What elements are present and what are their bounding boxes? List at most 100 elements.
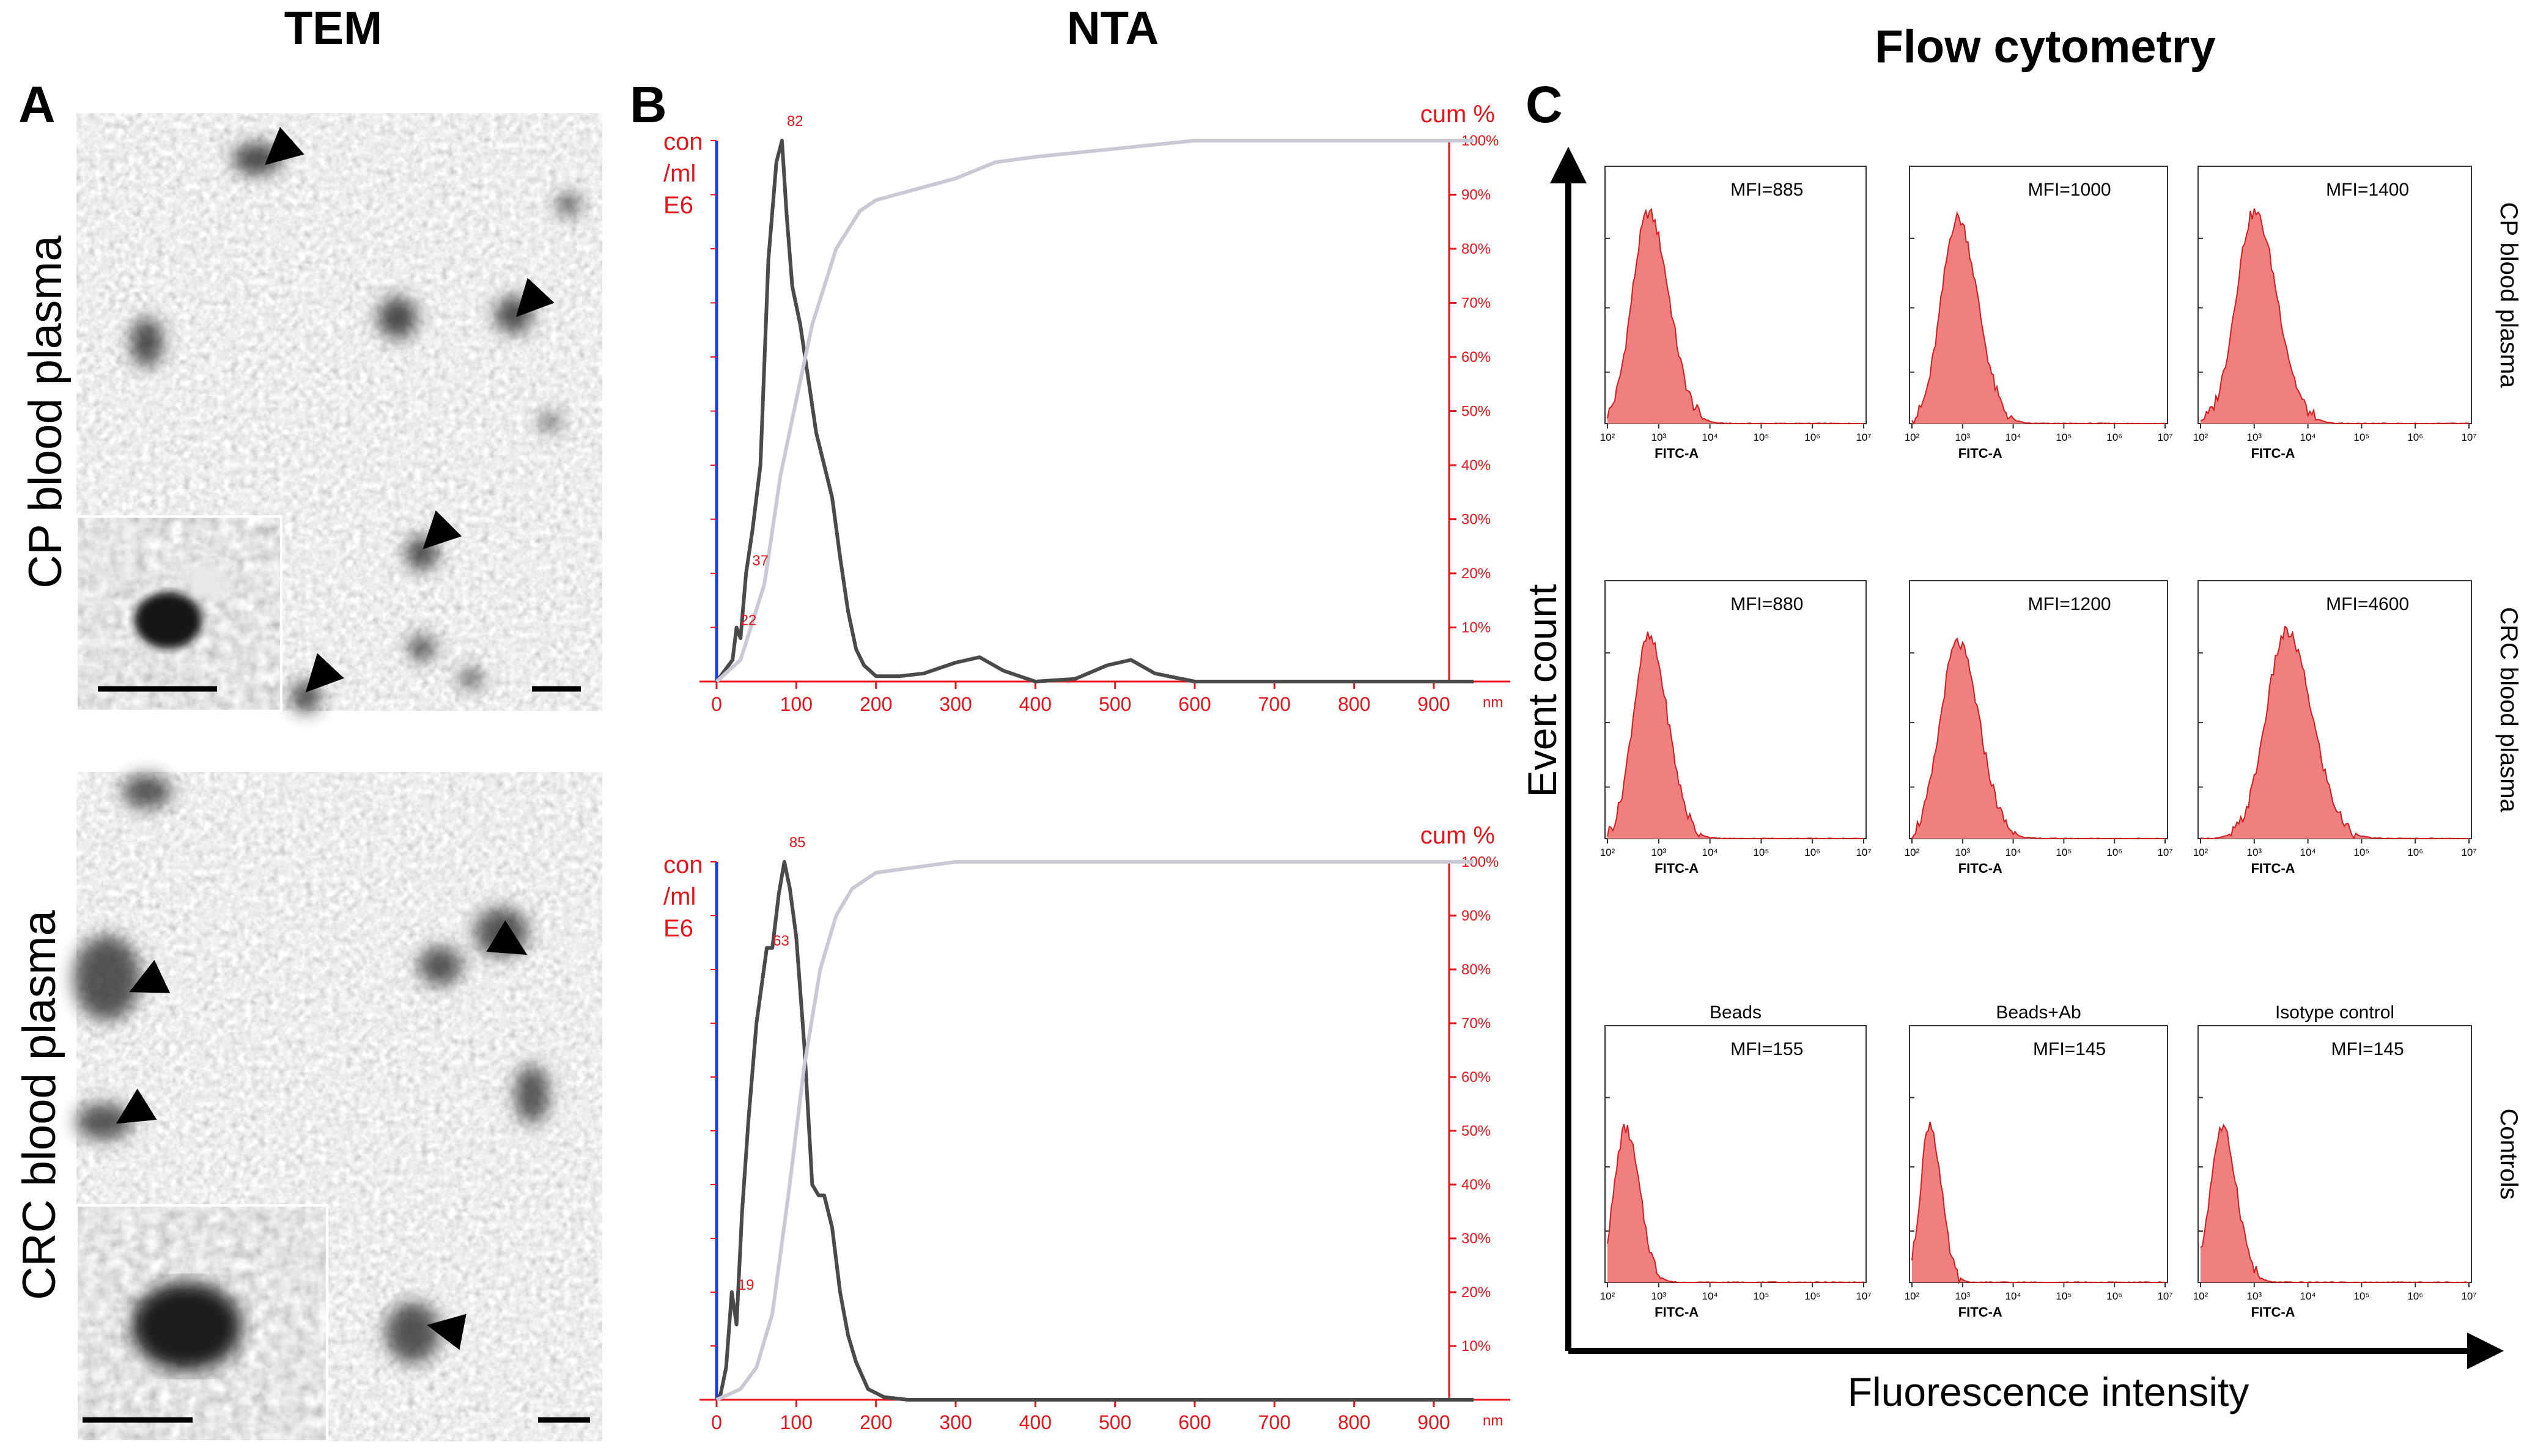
histogram-x-tick-label: 10² bbox=[1600, 847, 1615, 858]
histogram-x-tick-label: 10² bbox=[2193, 1290, 2208, 1302]
histogram-title: Beads+Ab bbox=[1996, 1002, 2081, 1023]
mfi-label: MFI=880 bbox=[1730, 594, 1803, 614]
flow-histogram: 10² 10³ 10⁴ 10⁵ 10⁶ 10⁷ FITC-A MFI=155 Beads bbox=[1600, 1002, 1872, 1320]
histogram-x-tick-label: 10⁷ bbox=[2157, 432, 2172, 443]
histogram-x-tick-label: 10³ bbox=[2247, 1290, 2262, 1302]
nta-x-tick-label: 500 bbox=[1099, 693, 1131, 715]
nta-cumulative-line bbox=[715, 860, 1474, 1402]
histogram-x-tick-label: 10⁴ bbox=[2005, 1290, 2021, 1302]
nta-x-tick-label: 200 bbox=[860, 693, 892, 715]
histogram-fill bbox=[1912, 638, 2165, 839]
nta-chart-crc: 0 100 200 300 400 500 600 700 800 900 nm con/ml E6 10… bbox=[663, 822, 1510, 1433]
histogram-fill bbox=[1912, 1122, 2165, 1282]
nta-peak-label: 82 bbox=[787, 113, 803, 130]
nta-left-axis-label: /ml bbox=[663, 160, 696, 187]
histogram-fill bbox=[1912, 213, 2165, 424]
histogram-x-tick-label: 10⁷ bbox=[2157, 847, 2172, 858]
histogram-x-tick-label: 10⁴ bbox=[1702, 1290, 1718, 1302]
nta-right-tick-label: 70% bbox=[1461, 1015, 1491, 1032]
histogram-outline bbox=[2200, 625, 2470, 840]
tem-row-label-cp: CP blood plasma bbox=[20, 235, 72, 589]
histogram-outline bbox=[1607, 1123, 1864, 1284]
nta-x-tick-label: 600 bbox=[1178, 693, 1211, 715]
histogram-x-label: FITC-A bbox=[1958, 1304, 2002, 1320]
nta-right-tick-label: 90% bbox=[1461, 187, 1491, 204]
flow-row-label: Controls bbox=[2495, 1109, 2522, 1200]
flow-histogram: 10² 10³ 10⁴ 10⁵ 10⁶ 10⁷ FITC-A MFI=4600 bbox=[2193, 580, 2477, 876]
nta-right-tick-label: 30% bbox=[1461, 1230, 1491, 1247]
nta-cumulative-line bbox=[715, 139, 1474, 683]
histogram-fill bbox=[2201, 1125, 2469, 1282]
panel-label-c: C bbox=[1526, 76, 1563, 133]
histogram-x-tick-label: 10² bbox=[2193, 432, 2208, 443]
nta-right-axis-label: cum % bbox=[1420, 101, 1495, 128]
flow-histogram: 10² 10³ 10⁴ 10⁵ 10⁶ 10⁷ FITC-A MFI=1200 bbox=[1905, 580, 2173, 876]
flow-histogram: 10² 10³ 10⁴ 10⁵ 10⁶ 10⁷ FITC-A MFI=145 Beads+Ab bbox=[1905, 1002, 2173, 1320]
mfi-label: MFI=1000 bbox=[2028, 180, 2111, 200]
histogram-x-label: FITC-A bbox=[2251, 1304, 2295, 1320]
histogram-x-tick-label: 10⁷ bbox=[2461, 1290, 2476, 1302]
flow-histogram: 10² 10³ 10⁴ 10⁵ 10⁶ 10⁷ FITC-A MFI=885 bbox=[1600, 166, 1872, 461]
mfi-label: MFI=1200 bbox=[2028, 594, 2111, 614]
tem-image-cp bbox=[75, 113, 602, 713]
histogram-x-tick-label: 10³ bbox=[1955, 432, 1971, 443]
tem-inset-crc bbox=[75, 1204, 328, 1443]
nta-right-tick-label: 50% bbox=[1461, 1123, 1491, 1139]
histogram-x-tick-label: 10⁷ bbox=[2461, 432, 2476, 443]
flow-histogram: 10² 10³ 10⁴ 10⁵ 10⁶ 10⁷ FITC-A MFI=1000 bbox=[1905, 166, 2173, 461]
histogram-x-label: FITC-A bbox=[2251, 861, 2295, 876]
mfi-label: MFI=4600 bbox=[2326, 594, 2409, 614]
histogram-x-tick-label: 10³ bbox=[2247, 847, 2262, 858]
nta-x-tick-label: 400 bbox=[1019, 1411, 1052, 1433]
nta-x-tick-label: 0 bbox=[711, 693, 722, 715]
mfi-label: MFI=145 bbox=[2331, 1039, 2404, 1059]
histogram-x-tick-label: 10⁶ bbox=[2106, 847, 2122, 858]
nta-left-axis-label: /ml bbox=[663, 883, 696, 910]
flow-histogram: 10² 10³ 10⁴ 10⁵ 10⁶ 10⁷ FITC-A MFI=1400 bbox=[2193, 166, 2477, 461]
histogram-x-tick-label: 10⁶ bbox=[2407, 847, 2423, 858]
nta-x-tick-label: 700 bbox=[1258, 693, 1291, 715]
nta-peak-label: 63 bbox=[773, 933, 789, 949]
nta-right-tick-label: 10% bbox=[1461, 1338, 1491, 1355]
event-count-label: Event count bbox=[1519, 584, 1565, 798]
histogram-x-tick-label: 10⁴ bbox=[2005, 432, 2021, 443]
histogram-outline bbox=[1607, 631, 1864, 840]
panel-label-b: B bbox=[630, 76, 667, 133]
nta-x-tick-label: 300 bbox=[939, 1411, 972, 1433]
histogram-x-tick-label: 10³ bbox=[1955, 1290, 1971, 1302]
histogram-outline bbox=[2200, 1123, 2470, 1284]
histogram-fill bbox=[2201, 627, 2469, 839]
nta-left-axis-label: E6 bbox=[663, 192, 693, 219]
tem-image-crc bbox=[73, 772, 602, 1443]
nta-x-tick-label: 100 bbox=[780, 1411, 813, 1433]
histogram-x-label: FITC-A bbox=[1655, 1304, 1699, 1320]
nta-right-tick-label: 60% bbox=[1461, 349, 1491, 366]
histogram-x-tick-label: 10² bbox=[1905, 432, 1920, 443]
nta-left-axis-label: con bbox=[663, 851, 703, 878]
histogram-x-tick-label: 10⁴ bbox=[2300, 432, 2315, 443]
nta-right-tick-label: 20% bbox=[1461, 565, 1491, 582]
flow-histogram-grid: 10² 10³ 10⁴ 10⁵ 10⁶ 10⁷ FITC-A MFI=885 10² 10³ 10⁴… bbox=[1600, 166, 2522, 1320]
histogram-outline bbox=[1911, 637, 2166, 840]
nta-peak-label: 37 bbox=[752, 553, 769, 569]
nta-left-axis-label: con bbox=[663, 128, 703, 155]
nta-x-unit: nm bbox=[1483, 1413, 1503, 1429]
histogram-x-tick-label: 10⁴ bbox=[1702, 847, 1718, 858]
histogram-x-label: FITC-A bbox=[1958, 446, 2002, 461]
flow-histogram: 10² 10³ 10⁴ 10⁵ 10⁶ 10⁷ FITC-A MFI=145 Isotype c… bbox=[2193, 1002, 2477, 1320]
histogram-x-tick-label: 10⁶ bbox=[1804, 432, 1820, 443]
nta-concentration-line bbox=[715, 139, 1474, 683]
nta-x-tick-label: 600 bbox=[1178, 1411, 1211, 1433]
nta-x-tick-label: 100 bbox=[780, 693, 813, 715]
nta-x-tick-label: 900 bbox=[1417, 1411, 1450, 1433]
nta-peak-label: 22 bbox=[740, 612, 757, 629]
histogram-x-tick-label: 10⁶ bbox=[2407, 432, 2423, 443]
nta-right-tick-label: 30% bbox=[1461, 512, 1491, 528]
histogram-frame bbox=[2197, 580, 2472, 839]
histogram-x-tick-label: 10³ bbox=[1651, 1290, 1667, 1302]
histogram-x-tick-label: 10² bbox=[1905, 1290, 1920, 1302]
histogram-x-tick-label: 10³ bbox=[1651, 847, 1667, 858]
histogram-outline bbox=[1911, 211, 2166, 425]
histogram-frame bbox=[1604, 1025, 1867, 1283]
